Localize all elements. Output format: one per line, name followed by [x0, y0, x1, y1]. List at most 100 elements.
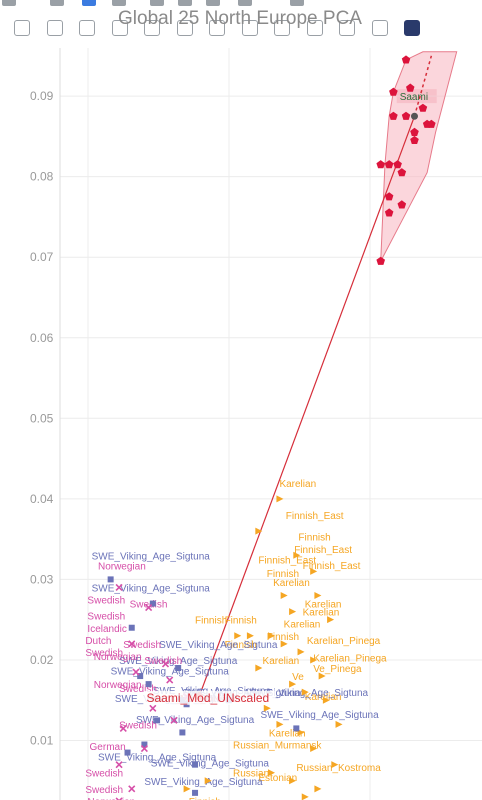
font-icon[interactable]	[144, 20, 160, 36]
bar-chart-icon[interactable]	[404, 20, 420, 36]
point-label: Icelandic	[87, 624, 126, 635]
camera-icon[interactable]	[2, 0, 16, 6]
finnic-marker	[263, 704, 271, 712]
finnic-marker	[276, 495, 284, 503]
point-label: SWE_Viking_Age_Sigtuna	[260, 710, 379, 721]
zoom-in-icon[interactable]	[178, 0, 192, 6]
viking-marker	[107, 576, 114, 583]
finnic-marker	[301, 688, 309, 696]
stack-icon[interactable]	[371, 20, 388, 36]
more-icon[interactable]	[290, 0, 304, 6]
saami-marker	[401, 55, 411, 64]
point-label: Dutch	[85, 636, 111, 647]
viking-marker	[192, 761, 199, 768]
finnic-marker	[335, 720, 343, 728]
pan-icon[interactable]	[82, 0, 96, 6]
swedish-marker	[115, 761, 123, 769]
finnic-marker	[318, 672, 326, 680]
swedish-marker	[115, 797, 123, 800]
point-label: Karelian	[263, 656, 300, 667]
legend-icon[interactable]	[46, 20, 63, 36]
y-tick-label: 0.08	[30, 170, 54, 184]
home-icon[interactable]	[238, 0, 252, 6]
finnic-marker	[289, 680, 297, 688]
point-label: Ve_Pinega	[313, 664, 362, 675]
point-label: SWE_Viking_Age_Sigtuna	[111, 666, 230, 677]
saami-marker	[389, 87, 398, 96]
modebar-toolbar	[0, 0, 482, 44]
point-label: Norwegian	[94, 652, 142, 663]
point-label: Finnish	[267, 569, 299, 580]
layers-icon[interactable]	[79, 20, 95, 36]
text-icon[interactable]	[14, 20, 30, 36]
saami-marker	[376, 256, 385, 265]
zoom-out-icon[interactable]	[206, 0, 220, 6]
finnic-marker	[327, 616, 335, 624]
point-label: SWE_Viking_Age_Sigtuna	[119, 656, 238, 667]
target-icon[interactable]	[176, 20, 193, 36]
point-label: Russian_Kostroma	[296, 763, 381, 774]
y-tick-label: 0.01	[30, 734, 54, 748]
saami-marker	[384, 208, 394, 217]
lasso-icon[interactable]	[112, 0, 126, 6]
zoom-icon[interactable]	[50, 0, 64, 6]
finnic-marker	[204, 777, 212, 785]
point-label: SWE_Viking_Age_Sigtuna	[151, 758, 270, 769]
point-label: SWE_Viking_Age_Sigtuna	[92, 551, 211, 562]
point-label: Norwegian	[98, 562, 146, 573]
point-label: SWE_Viking_Age_Sigtuna	[250, 688, 369, 699]
point-label: Estonian	[258, 773, 297, 784]
swedish-marker	[145, 604, 153, 612]
finnic-marker	[276, 720, 284, 728]
soccer-icon[interactable]	[339, 20, 355, 36]
viking-marker	[128, 624, 135, 631]
shape-icon[interactable]	[241, 20, 258, 36]
viking-marker	[154, 717, 161, 724]
y-tick-label: 0.05	[30, 411, 54, 425]
saami-marker	[401, 111, 411, 120]
swedish-marker	[128, 785, 136, 793]
polygon-icon[interactable]	[274, 20, 290, 36]
point-label: Norwegian	[87, 797, 135, 800]
saami-marker	[397, 168, 407, 177]
point-label: Finnish	[225, 640, 257, 651]
finnic-marker	[314, 785, 322, 793]
saami-marker	[376, 160, 385, 169]
point-label: Finnish	[225, 616, 257, 627]
swedish-marker	[166, 676, 174, 684]
saami-mod-label: Saami_Mod_UNscaled	[147, 691, 270, 705]
chart-title: Global 25 North Europe PCA	[118, 8, 362, 29]
finnic-marker	[322, 696, 330, 704]
saami-marker	[427, 119, 436, 128]
saami-hull	[380, 51, 458, 262]
saami-marker	[418, 103, 428, 112]
viking-marker	[141, 741, 148, 748]
box-select-icon[interactable]	[150, 0, 164, 6]
y-tick-label: 0.06	[30, 331, 54, 345]
point-label: Swedish	[85, 785, 123, 796]
saami-marker	[410, 135, 419, 144]
finnic-marker	[314, 592, 322, 600]
point-label: Finnish_East	[286, 511, 344, 522]
viking-marker	[145, 681, 152, 688]
point-label: Swedish	[87, 612, 125, 623]
viking-marker	[149, 600, 156, 607]
font-size-icon[interactable]	[209, 20, 225, 36]
erase-icon[interactable]	[111, 20, 128, 36]
point-label: Finnish	[267, 632, 299, 643]
viking-marker	[137, 673, 144, 680]
point-label: Karelian	[269, 728, 306, 739]
point-label: Saami	[400, 92, 428, 103]
finnic-marker	[297, 648, 305, 656]
y-tick-label: 0.09	[30, 89, 54, 103]
hexagon-icon[interactable]	[306, 20, 323, 36]
swedish-marker	[128, 640, 136, 648]
viking-marker	[124, 749, 131, 756]
point-label: Swedish	[87, 596, 125, 607]
point-label: SWE_Viking_Age_Sigtuna	[98, 753, 217, 764]
swedish-marker	[115, 583, 123, 592]
viking-marker	[179, 729, 186, 736]
point-label: Russian_Murmansk	[233, 741, 322, 752]
point-label: Karelian	[273, 578, 310, 589]
